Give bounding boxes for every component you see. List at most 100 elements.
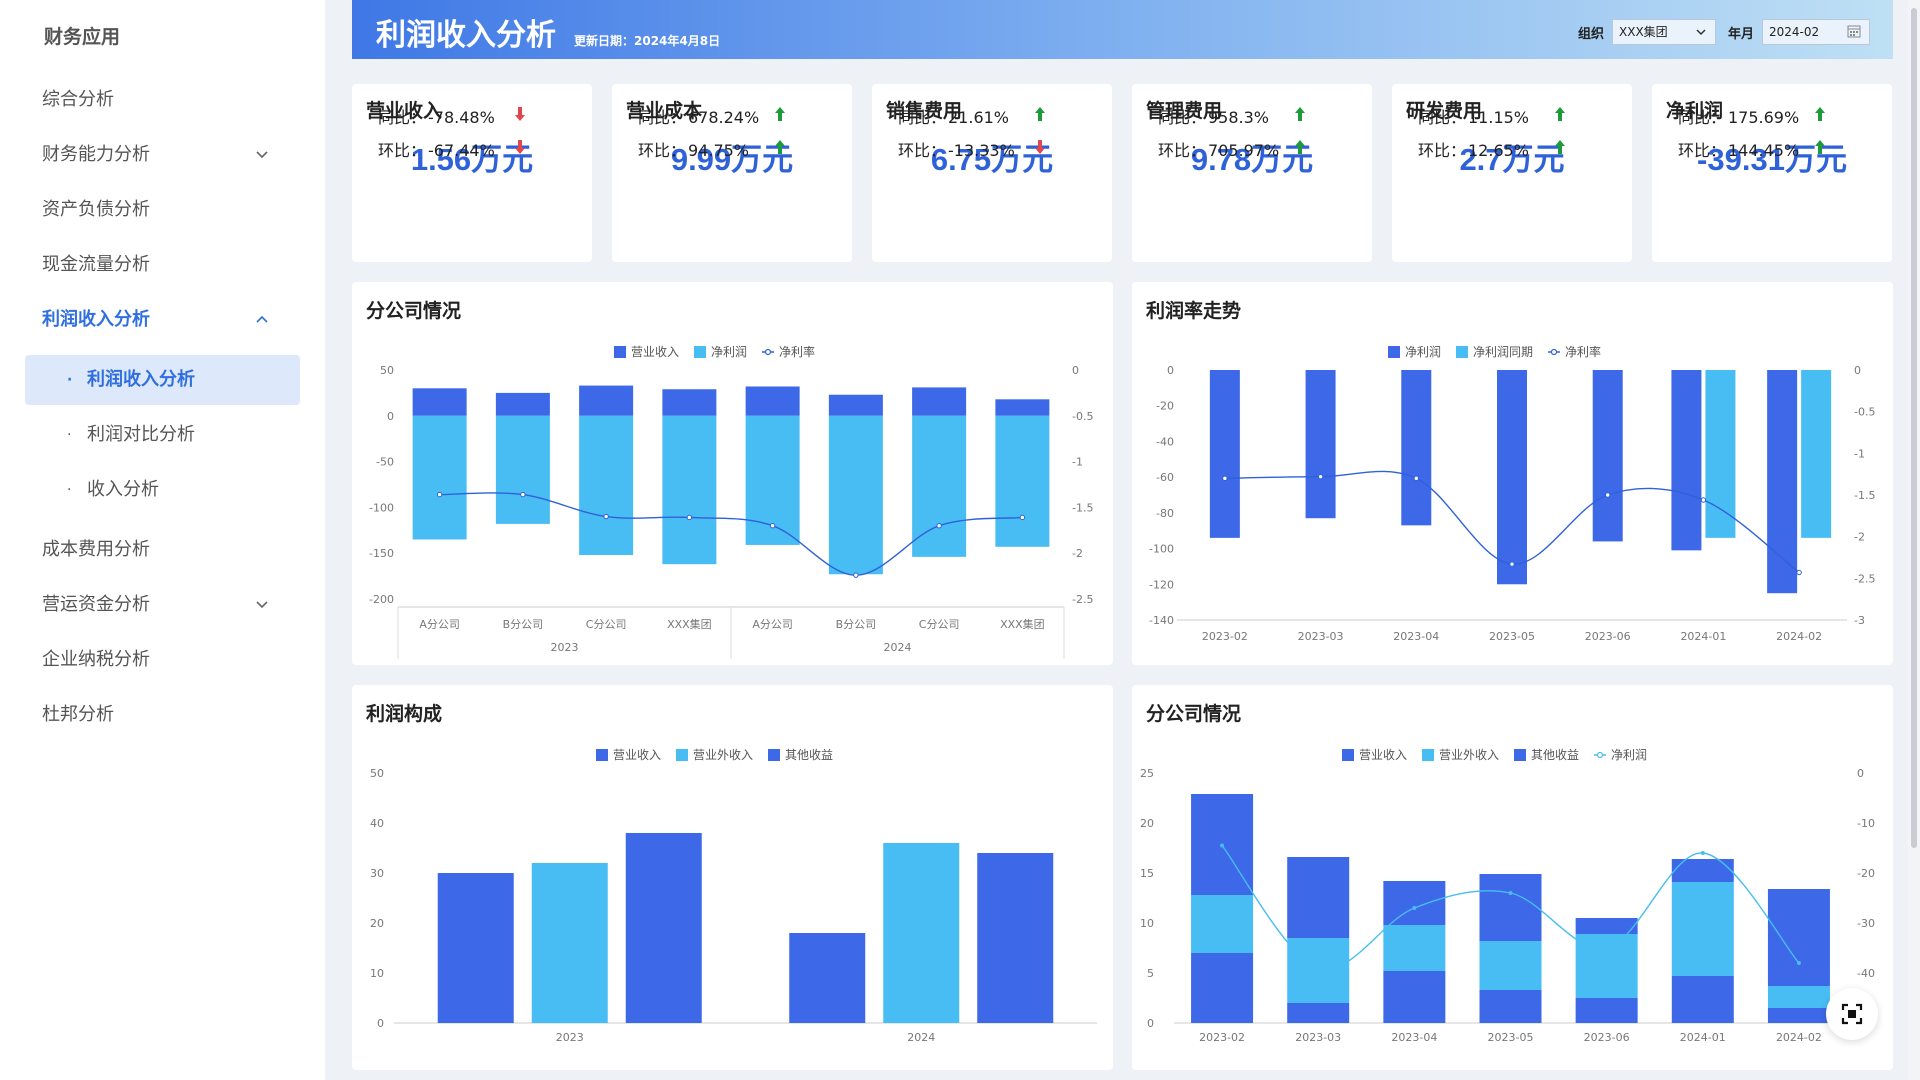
point-net-margin[interactable] <box>686 514 693 521</box>
legend-item[interactable]: 净利润 <box>1388 345 1441 359</box>
sidebar-subitem-1[interactable]: · 利润对比分析 <box>25 410 300 460</box>
bar-net-profit[interactable] <box>1671 370 1702 551</box>
sidebar-item-3[interactable]: 现金流量分析 <box>42 250 282 280</box>
point-net-margin[interactable] <box>1317 473 1324 480</box>
point-net-margin[interactable] <box>936 523 942 529</box>
stack-segment-2[interactable] <box>1479 874 1542 941</box>
point-net-profit[interactable] <box>1316 966 1321 970</box>
point-net-margin[interactable] <box>1509 561 1515 567</box>
legend-item[interactable]: 净利润 <box>1594 748 1647 762</box>
bar-revenue[interactable] <box>579 385 634 416</box>
sidebar-item-8[interactable]: 杜邦分析 <box>42 700 282 730</box>
point-net-margin[interactable] <box>769 523 776 529</box>
sidebar-item-7[interactable]: 企业纳税分析 <box>42 645 282 675</box>
bar-net-profit[interactable] <box>995 415 1050 547</box>
stack-segment-1[interactable] <box>1383 925 1446 971</box>
bar-0[interactable] <box>789 933 866 1023</box>
page-scrollbar[interactable] <box>1908 0 1920 1080</box>
legend-item[interactable]: 营业外收入 <box>1422 748 1499 762</box>
legend-item[interactable]: 净利润 <box>694 345 747 359</box>
bar-net-profit[interactable] <box>1401 370 1432 526</box>
bar-revenue[interactable] <box>662 389 717 416</box>
bar-net-profit[interactable] <box>662 415 717 565</box>
point-net-profit[interactable] <box>1700 851 1705 855</box>
point-net-margin[interactable] <box>1413 475 1419 482</box>
stack-segment-1[interactable] <box>1287 938 1350 1003</box>
stack-segment-2[interactable] <box>1575 918 1638 934</box>
legend-item[interactable]: 营业收入 <box>596 748 661 762</box>
point-net-margin[interactable] <box>1605 492 1611 498</box>
bar-revenue[interactable] <box>995 399 1050 416</box>
bar-revenue[interactable] <box>412 388 467 416</box>
scrollbar-thumb[interactable] <box>1911 8 1917 848</box>
stack-segment-0[interactable] <box>1767 1008 1830 1023</box>
point-net-margin[interactable] <box>520 491 526 498</box>
bar-net-profit[interactable] <box>1497 370 1527 585</box>
point-net-margin[interactable] <box>603 513 609 520</box>
point-net-profit[interactable] <box>1604 946 1609 950</box>
stack-segment-0[interactable] <box>1479 990 1542 1023</box>
month-picker[interactable]: 2024-02 <box>1762 19 1870 45</box>
stack-segment-0[interactable] <box>1671 976 1734 1023</box>
sidebar-item-5[interactable]: 成本费用分析 <box>42 535 282 565</box>
point-net-profit[interactable] <box>1796 961 1801 965</box>
stack-segment-1[interactable] <box>1479 941 1542 990</box>
sidebar-subitem-2[interactable]: · 收入分析 <box>25 465 300 515</box>
bar-revenue[interactable] <box>912 387 967 416</box>
bar-net-profit[interactable] <box>495 415 550 524</box>
sidebar-item-4[interactable]: 利润收入分析 <box>42 305 282 335</box>
bar-net-profit[interactable] <box>828 415 883 575</box>
bar-net-profit-prior[interactable] <box>1705 370 1736 538</box>
point-net-profit[interactable] <box>1220 843 1225 848</box>
bar-1[interactable] <box>883 843 960 1023</box>
stack-segment-1[interactable] <box>1671 882 1734 976</box>
bar-revenue[interactable] <box>828 394 883 416</box>
bar-net-profit-prior[interactable] <box>1801 370 1832 538</box>
bar-revenue[interactable] <box>745 386 800 416</box>
bar-2[interactable] <box>977 853 1054 1023</box>
stack-segment-0[interactable] <box>1575 998 1638 1023</box>
sidebar-subitem-0[interactable]: · 利润收入分析 <box>25 355 300 405</box>
sidebar-item-1[interactable]: 财务能力分析 <box>42 140 282 170</box>
bar-net-profit[interactable] <box>1592 370 1623 542</box>
point-net-margin[interactable] <box>436 491 443 498</box>
org-select[interactable]: XXX集团 <box>1612 19 1716 45</box>
legend-item[interactable]: 净利率 <box>1548 344 1601 359</box>
point-net-margin[interactable] <box>1222 475 1228 482</box>
stack-segment-0[interactable] <box>1383 971 1446 1023</box>
bar-net-profit[interactable] <box>1767 370 1798 594</box>
stack-segment-2[interactable] <box>1671 859 1734 882</box>
legend-item[interactable]: 净利率 <box>762 344 815 359</box>
stack-segment-2[interactable] <box>1383 881 1446 925</box>
chevron-down-icon[interactable] <box>252 590 272 620</box>
point-net-margin[interactable] <box>1700 497 1707 503</box>
bar-0[interactable] <box>437 873 514 1023</box>
stack-segment-1[interactable] <box>1191 895 1254 953</box>
legend-item[interactable]: 营业收入 <box>1342 748 1407 762</box>
bar-net-profit[interactable] <box>1305 370 1336 519</box>
sidebar-item-0[interactable]: 综合分析 <box>42 85 282 115</box>
stack-segment-0[interactable] <box>1287 1003 1350 1023</box>
legend-item[interactable]: 营业外收入 <box>676 748 753 762</box>
legend-item[interactable]: 净利润同期 <box>1456 345 1533 359</box>
chevron-up-icon[interactable] <box>252 305 272 335</box>
point-net-margin[interactable] <box>853 572 859 578</box>
legend-item[interactable]: 其他收益 <box>1514 748 1579 762</box>
sidebar-item-6[interactable]: 营运资金分析 <box>42 590 282 620</box>
point-net-margin[interactable] <box>1019 514 1026 521</box>
point-net-profit[interactable] <box>1412 906 1417 910</box>
point-net-profit[interactable] <box>1508 891 1513 895</box>
legend-item[interactable]: 营业收入 <box>614 345 679 359</box>
bar-net-profit[interactable] <box>412 415 467 540</box>
stack-segment-1[interactable] <box>1767 986 1830 1008</box>
point-net-margin[interactable] <box>1796 569 1802 576</box>
bar-revenue[interactable] <box>495 392 550 416</box>
legend-item[interactable]: 其他收益 <box>768 748 833 762</box>
chevron-down-icon[interactable] <box>252 140 272 170</box>
bar-net-profit[interactable] <box>1209 370 1240 538</box>
bar-1[interactable] <box>531 863 608 1023</box>
bar-net-profit[interactable] <box>912 415 967 557</box>
bar-2[interactable] <box>625 833 702 1023</box>
stack-segment-0[interactable] <box>1191 953 1254 1023</box>
fullscreen-button[interactable] <box>1826 988 1878 1040</box>
